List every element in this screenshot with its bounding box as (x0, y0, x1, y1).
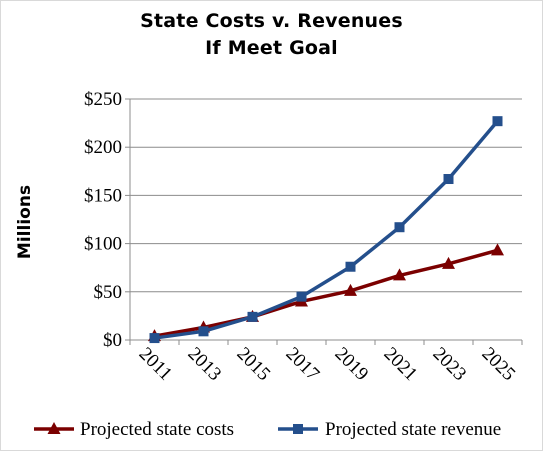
x-axis-tick-labels: 2011 2013 2015 2017 2019 2021 2023 2025 (135, 343, 519, 385)
x-tick-label: 2015 (233, 343, 275, 385)
legend-item-triangle: Projected state costs (34, 419, 234, 440)
series-line (154, 120, 499, 340)
series-square (149, 116, 503, 344)
data-point-square (345, 261, 356, 272)
series-line (154, 248, 498, 338)
data-point-square (247, 311, 258, 322)
gridlines (130, 98, 522, 293)
x-tick-label: 2019 (331, 343, 373, 385)
data-point-square (149, 333, 160, 344)
x-tick-label: 2011 (135, 343, 176, 384)
legend-label: Projected state revenue (325, 419, 501, 440)
x-tick-label: 2025 (478, 343, 520, 385)
x-tick-label: 2023 (429, 343, 471, 385)
data-point-square (443, 174, 454, 185)
data-point-square (394, 222, 405, 233)
data-point-triangle (344, 283, 357, 296)
data-series (148, 116, 504, 344)
y-tick-label: $250 (84, 89, 122, 110)
data-point-square (492, 116, 503, 127)
axes (125, 98, 523, 345)
y-tick-label: $50 (94, 282, 123, 303)
y-tick-label: $100 (84, 234, 122, 255)
y-tick-label: $200 (84, 137, 122, 158)
x-tick-label: 2013 (184, 343, 226, 385)
legend-label: Projected state costs (80, 419, 234, 440)
y-axis-tick-labels: $0 $50 $100 $150 $200 $250 (84, 89, 122, 351)
y-axis-title: Millions (15, 185, 35, 259)
x-tick-label: 2017 (282, 343, 324, 385)
y-tick-label: $150 (84, 185, 122, 206)
data-point-square (198, 326, 209, 337)
chart-title: State Costs v. Revenues If Meet Goal (0, 8, 543, 62)
data-point-triangle (491, 243, 504, 256)
legend-item-square: Projected state revenue (278, 419, 501, 440)
data-point-triangle (393, 268, 406, 281)
data-point-square (296, 291, 307, 302)
chart-title-line-2: If Meet Goal (205, 37, 338, 59)
y-tick-label: $0 (103, 330, 122, 351)
chart-title-line-1: State Costs v. Revenues (140, 10, 403, 32)
data-point-triangle (442, 256, 455, 269)
x-tick-label: 2021 (380, 343, 422, 385)
legend: Projected state costs Projected state rev… (34, 419, 501, 440)
data-point-triangle (47, 422, 61, 434)
data-point-square (293, 424, 303, 434)
